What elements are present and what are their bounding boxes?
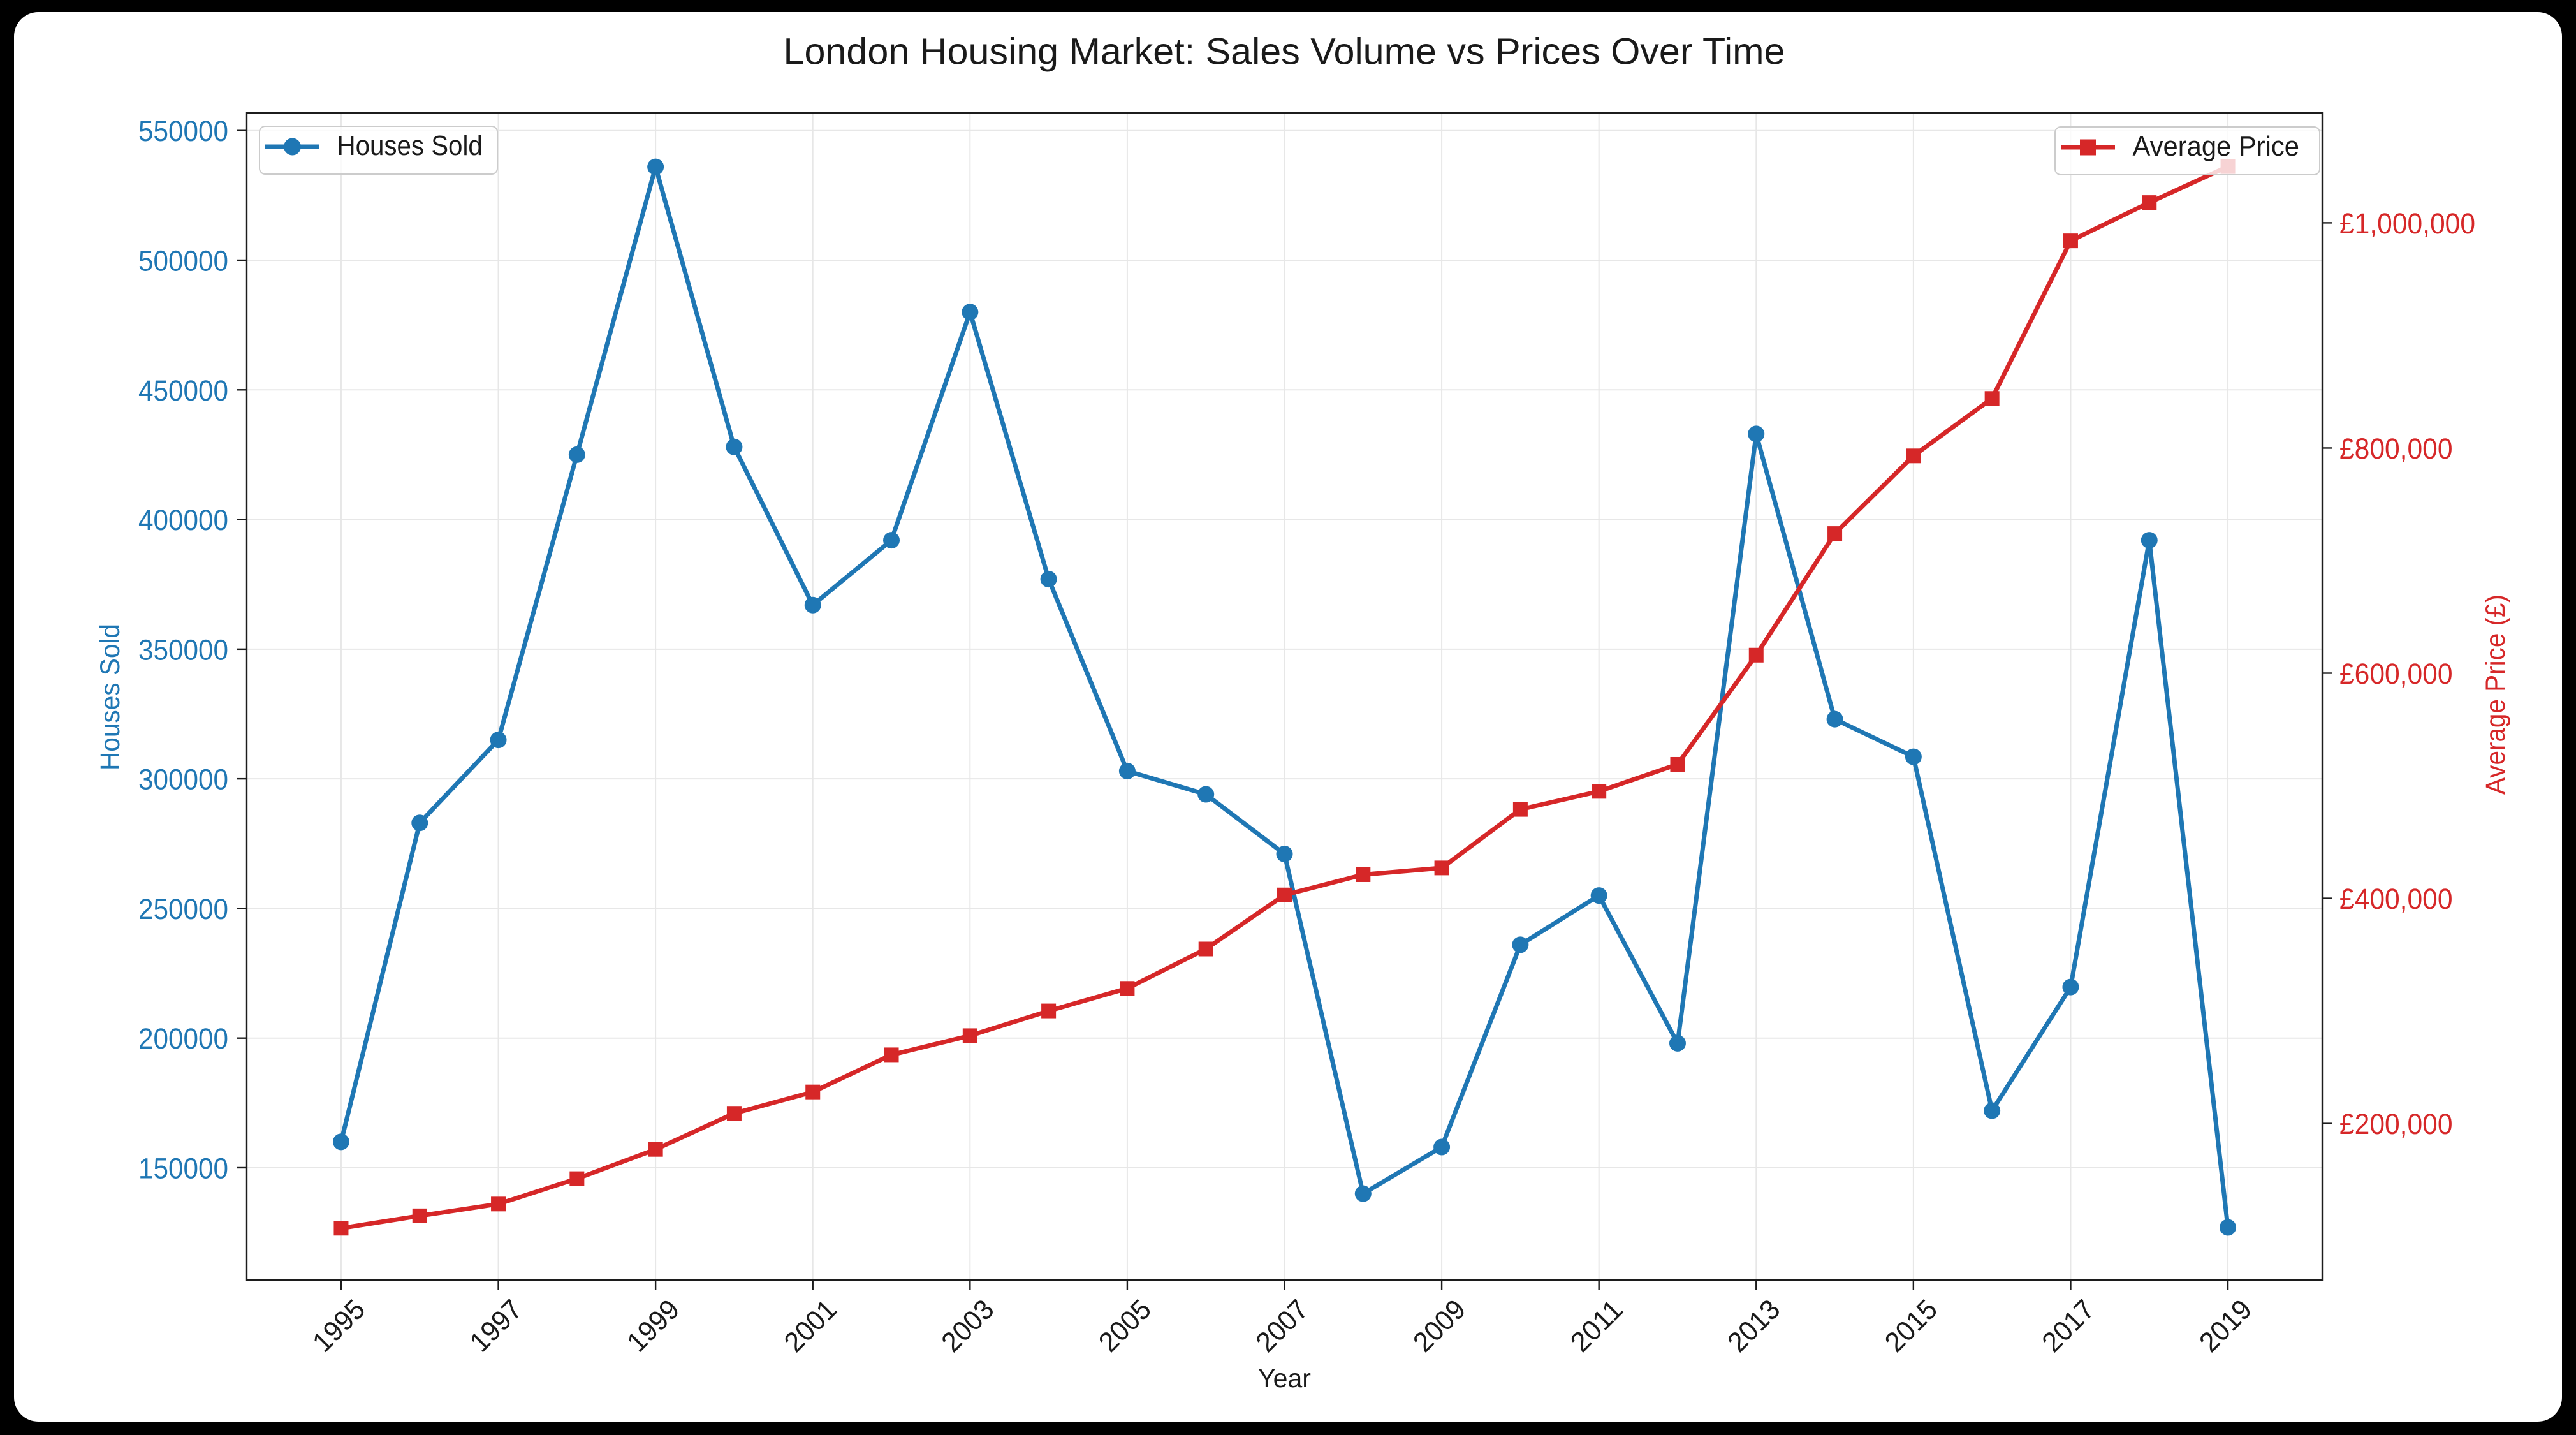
svg-text:Average Price (£): Average Price (£) bbox=[2480, 594, 2511, 795]
svg-text:Houses Sold: Houses Sold bbox=[95, 624, 126, 770]
svg-text:200000: 200000 bbox=[138, 1022, 228, 1055]
svg-text:350000: 350000 bbox=[138, 633, 228, 666]
svg-text:London Housing Market: Sales V: London Housing Market: Sales Volume vs P… bbox=[784, 31, 1785, 73]
svg-text:500000: 500000 bbox=[138, 245, 228, 277]
svg-text:Year: Year bbox=[1258, 1364, 1311, 1393]
svg-text:£600,000: £600,000 bbox=[2339, 658, 2453, 690]
svg-text:250000: 250000 bbox=[138, 893, 228, 925]
svg-text:£1,000,000: £1,000,000 bbox=[2339, 207, 2475, 240]
svg-text:£400,000: £400,000 bbox=[2339, 883, 2453, 915]
svg-text:£800,000: £800,000 bbox=[2339, 432, 2453, 465]
svg-text:150000: 150000 bbox=[138, 1152, 228, 1184]
svg-text:300000: 300000 bbox=[138, 763, 228, 796]
svg-text:450000: 450000 bbox=[138, 374, 228, 407]
svg-text:400000: 400000 bbox=[138, 504, 228, 536]
svg-text:Houses Sold: Houses Sold bbox=[337, 130, 483, 161]
svg-text:£200,000: £200,000 bbox=[2339, 1108, 2453, 1140]
svg-text:550000: 550000 bbox=[138, 115, 228, 147]
svg-text:Average Price: Average Price bbox=[2133, 131, 2300, 162]
